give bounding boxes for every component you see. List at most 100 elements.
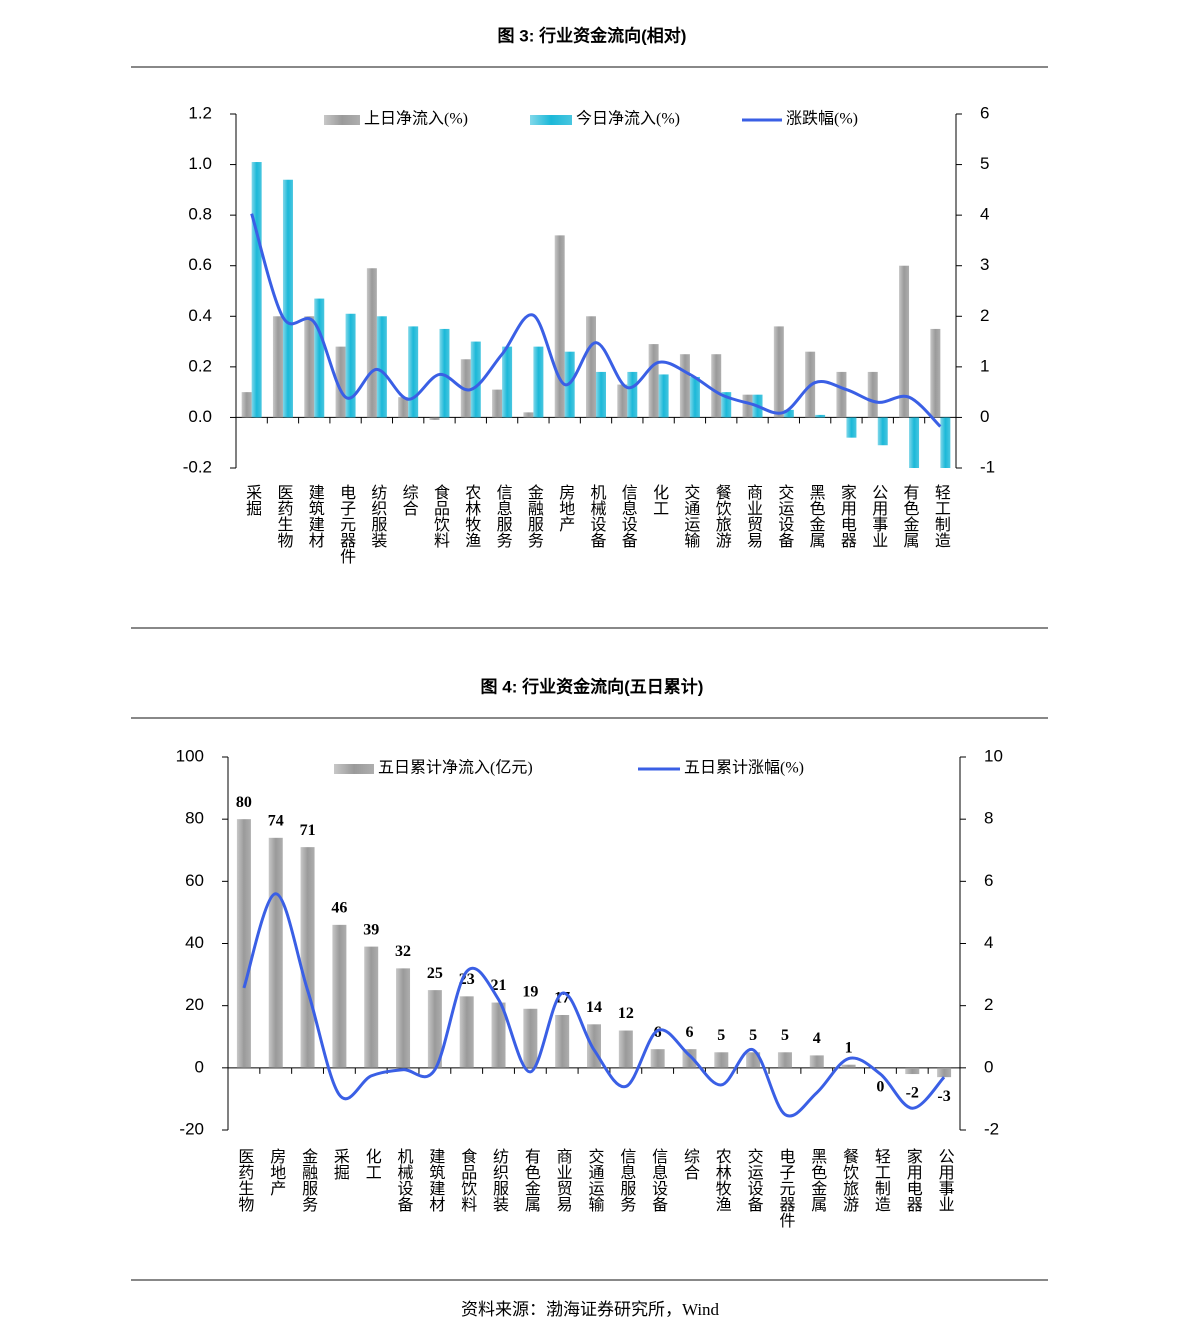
y-tick-label: -0.2 [183,457,212,476]
bar [841,1064,856,1068]
x-tick-label: 医药生物 [274,484,293,549]
x-tick-label: 信息设备 [619,484,638,548]
x-tick-label: 采掘 [331,1148,350,1181]
x-tick-label: 农林牧渔 [713,1148,732,1212]
y-tick-label: 0 [195,1057,204,1076]
x-tick-label: 金融服务 [525,484,544,549]
y2-tick-label: 3 [980,255,989,274]
legend-swatch [334,764,374,774]
x-tick-label: 有色金属 [901,484,920,548]
bar [533,346,544,418]
y-tick-label: 1.0 [188,154,212,173]
x-tick-label: 信息服务 [617,1148,636,1213]
chart-title: 图 3: 行业资金流向(相对) [498,25,687,45]
y-tick-label: 80 [185,809,204,828]
bar [396,968,411,1068]
bar [689,376,700,418]
y-tick-label: -20 [179,1119,204,1138]
y2-tick-label: 2 [984,995,993,1014]
bar [586,316,596,418]
y2-tick-label: 5 [980,154,989,173]
data-label: -2 [906,1085,919,1102]
legend-label: 五日累计净流入(亿元) [378,759,533,777]
bar [335,346,346,418]
bar [618,1030,633,1068]
bar [555,1014,570,1068]
x-tick-label: 信息设备 [649,1148,668,1212]
bar [905,1067,920,1075]
x-tick-label: 商业贸易 [554,1148,573,1213]
bar [714,1052,729,1068]
x-tick-label: 家用电器 [904,1148,923,1212]
data-label: 5 [749,1027,757,1044]
data-label: 21 [491,977,507,994]
bar [940,417,951,468]
bar [282,179,293,418]
bar [523,1008,538,1068]
x-tick-label: 公用事业 [936,1148,955,1212]
y2-tick-label: 6 [980,103,989,122]
bar [587,1024,601,1068]
bar [815,414,826,418]
bar [251,162,262,418]
legend-label: 上日净流入(%) [364,110,468,128]
bar [470,341,481,418]
bar [746,1052,761,1068]
bar [773,326,784,418]
line [242,892,946,1118]
bar [364,946,379,1068]
bar [648,344,659,418]
bar [459,996,474,1068]
x-tick-label: 公用事业 [869,484,888,548]
bar [429,417,440,420]
data-label: 32 [395,943,411,960]
bar [236,819,251,1068]
x-tick-label: 建筑建材 [426,1148,445,1212]
x-tick-label: 交通运输 [586,1148,605,1212]
y2-tick-label: 0 [980,407,989,426]
y2-tick-label: 6 [984,871,993,890]
y-tick-label: 60 [185,871,204,890]
bar [836,371,847,418]
x-tick-label: 电子元器件 [337,484,356,564]
y-tick-label: 0.2 [188,356,212,375]
data-label: 80 [236,794,252,811]
x-tick-label: 房地产 [556,484,575,532]
data-label: 1 [845,1039,853,1056]
x-tick-label: 化工 [650,484,669,516]
bar [650,1049,665,1068]
x-tick-label: 黑色金属 [807,484,826,548]
bar [937,1067,952,1078]
bar [492,389,503,418]
bar [596,371,606,418]
bar [439,328,450,418]
x-tick-label: 家用电器 [838,484,857,548]
legend-swatch [530,115,572,125]
data-label: 71 [300,822,316,839]
x-tick-label: 轻工制造 [872,1148,891,1212]
bar [300,847,315,1068]
legend-label: 涨跌幅(%) [786,110,858,128]
bar [846,417,857,438]
x-tick-label: 轻工制造 [932,484,951,548]
data-label: 5 [717,1027,725,1044]
data-label: 46 [331,900,347,917]
bar [809,1055,824,1068]
x-tick-label: 黑色金属 [808,1148,827,1212]
bar [909,417,920,468]
y-tick-label: 0.0 [188,407,212,426]
data-label: -3 [937,1088,950,1105]
bar [658,374,669,418]
x-tick-label: 信息服务 [494,484,513,549]
data-label: 25 [427,965,443,982]
bar [627,371,638,418]
bar [304,316,315,418]
bar [272,316,283,418]
bar [376,316,387,418]
y2-tick-label: 4 [984,933,993,952]
bar [502,346,513,418]
x-tick-label: 纺织服装 [490,1148,509,1212]
bar [930,328,941,418]
data-label: 4 [813,1030,821,1047]
